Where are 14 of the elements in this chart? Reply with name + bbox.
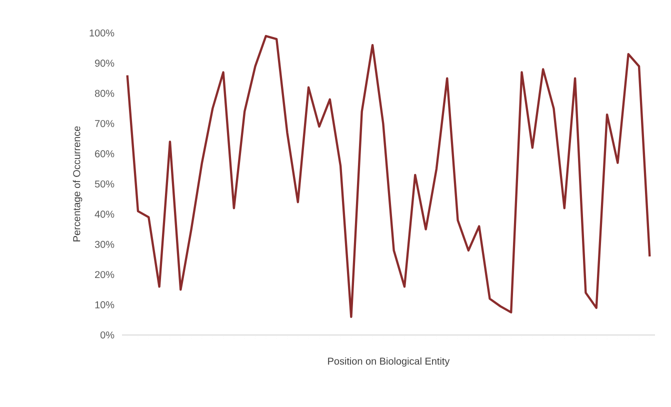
y-tick-label: 100% [90, 29, 114, 37]
line-series [126, 34, 651, 318]
y-tick-label: 60% [95, 150, 114, 158]
y-tick-label: 10% [95, 301, 114, 308]
y-tick-label: 30% [94, 240, 114, 248]
y-tick-label: 70% [95, 120, 114, 128]
y-axis-title: Percentage of Occurrence [72, 126, 82, 242]
y-tick-label: 50% [94, 180, 114, 188]
y-tick-label: 80% [94, 90, 114, 97]
y-tick-label: 90% [95, 60, 114, 67]
y-tick-label: 20% [95, 271, 114, 278]
x-axis-title: Position on Biological Entity [328, 357, 450, 367]
y-tick-label: 0% [100, 331, 114, 339]
y-tick-label: 40% [94, 210, 114, 218]
